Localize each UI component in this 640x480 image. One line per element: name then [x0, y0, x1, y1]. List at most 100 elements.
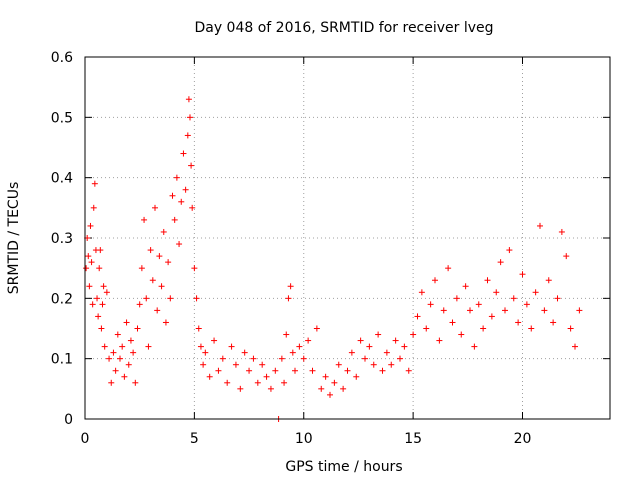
data-point [388, 361, 395, 368]
data-point [180, 150, 187, 157]
data-point [305, 337, 312, 344]
data-point [327, 391, 333, 398]
data-point [215, 367, 222, 374]
y-tick-label: 0.1 [51, 352, 73, 368]
data-point [263, 373, 270, 380]
data-point [241, 349, 248, 356]
data-point [143, 295, 150, 302]
grid [85, 57, 610, 419]
data-point [91, 180, 98, 187]
x-tick-label: 5 [190, 431, 199, 447]
data-point [89, 301, 96, 308]
data-point [532, 289, 539, 296]
data-point [112, 367, 119, 374]
data-point [132, 379, 139, 386]
data-point [136, 301, 143, 308]
data-point [127, 337, 134, 344]
data-point [211, 337, 218, 344]
data-point [95, 313, 102, 320]
y-tick-label: 0.5 [51, 110, 73, 126]
data-point [335, 361, 342, 368]
axis-ticks [84, 56, 610, 420]
data-point [331, 379, 338, 386]
data-point [202, 349, 209, 356]
x-tick-label: 15 [404, 431, 422, 447]
data-point [300, 355, 307, 362]
y-tick-label: 0.6 [51, 50, 73, 66]
data-point [108, 379, 115, 386]
data-point [445, 265, 452, 272]
data-point [232, 361, 239, 368]
data-point [165, 259, 172, 266]
data-point [130, 349, 137, 356]
data-point [453, 295, 460, 302]
data-point [289, 349, 296, 356]
data-point [103, 289, 110, 296]
data-point [154, 307, 161, 314]
data-point [427, 301, 434, 308]
data-point [449, 319, 456, 326]
x-tick-label: 0 [81, 431, 90, 447]
data-point [366, 343, 373, 350]
data-point [254, 379, 261, 386]
x-tick-label: 10 [295, 431, 313, 447]
data-point [195, 325, 202, 332]
data-point [134, 325, 141, 332]
data-point [563, 253, 570, 260]
data-point [160, 228, 167, 235]
data-point [401, 343, 408, 350]
data-point [188, 162, 195, 169]
data-point [436, 337, 443, 344]
data-point [182, 186, 189, 193]
data-point [362, 355, 368, 362]
data-point [471, 343, 478, 350]
data-point [99, 301, 106, 308]
data-point [523, 301, 530, 308]
data-point [86, 283, 93, 290]
data-points [83, 96, 583, 422]
y-tick-label: 0.4 [51, 171, 73, 187]
data-point [322, 373, 329, 380]
data-point [475, 301, 482, 308]
data-point [162, 319, 169, 326]
data-point [488, 313, 495, 320]
data-point [272, 367, 279, 374]
data-point [88, 259, 95, 266]
data-point [228, 343, 235, 350]
data-point [379, 367, 386, 374]
y-tick-label: 0.3 [51, 231, 73, 247]
data-point [318, 385, 325, 392]
data-point [110, 349, 117, 356]
data-point [200, 361, 207, 368]
data-point [572, 343, 578, 350]
data-point [493, 289, 500, 296]
data-point [138, 265, 145, 272]
data-point [219, 355, 226, 362]
data-point [423, 325, 430, 332]
data-point [292, 367, 298, 374]
data-point [83, 265, 90, 272]
data-point [224, 379, 231, 386]
data-point [506, 247, 513, 254]
data-point [250, 355, 257, 362]
data-point [114, 331, 121, 338]
data-point [101, 343, 108, 350]
data-point [87, 222, 94, 229]
data-point [418, 289, 425, 296]
data-point [169, 192, 176, 199]
data-point [121, 373, 128, 380]
data-point [237, 385, 244, 392]
data-point [353, 373, 360, 380]
data-point [176, 241, 183, 248]
data-point [287, 283, 294, 290]
data-point [189, 204, 196, 211]
y-tick-label: 0 [64, 412, 73, 428]
x-tick-label: 20 [514, 431, 532, 447]
data-point [191, 265, 198, 272]
data-point [259, 361, 266, 368]
data-point [519, 271, 526, 278]
data-point [173, 174, 180, 181]
data-point [554, 295, 561, 302]
data-point [515, 319, 522, 326]
data-point [171, 216, 178, 223]
